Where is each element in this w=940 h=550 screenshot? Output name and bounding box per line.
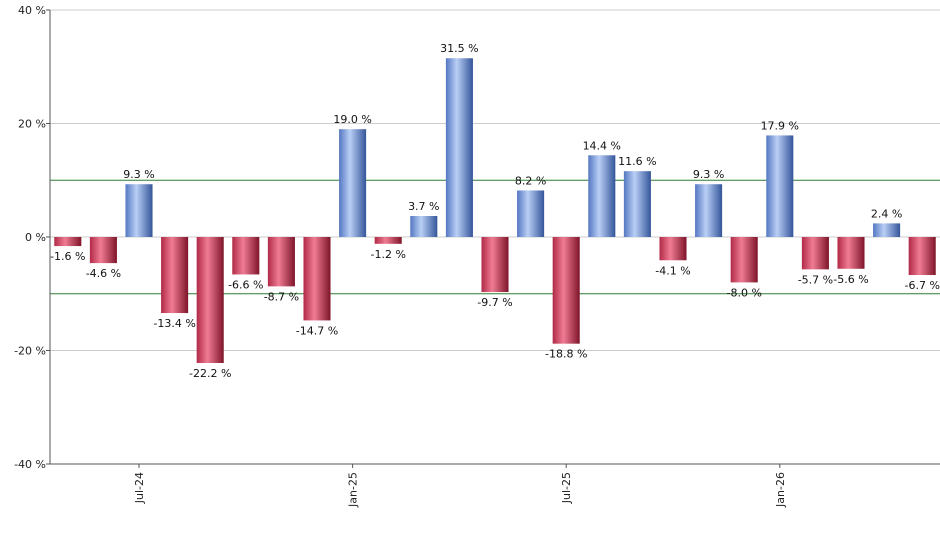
data-label: -8.7 % (264, 290, 299, 303)
data-label: 31.5 % (440, 42, 478, 55)
x-tick-label: Jul-24 (133, 472, 146, 504)
y-tick-label: 20 % (18, 118, 46, 131)
bar (374, 237, 402, 244)
y-tick-label: -20 % (14, 345, 46, 358)
y-tick-label: 40 % (18, 4, 46, 17)
bar (481, 237, 509, 293)
bar (659, 237, 687, 261)
bar (801, 237, 829, 270)
x-tick-label: Jan-26 (774, 472, 787, 508)
x-tick-label: Jul-25 (560, 472, 573, 504)
data-label: -6.7 % (904, 279, 939, 292)
data-label: 8.2 % (515, 174, 546, 187)
bar (695, 184, 723, 237)
bar (410, 216, 438, 237)
bar (908, 237, 936, 276)
data-label: 9.3 % (693, 168, 724, 181)
bar (552, 237, 580, 344)
data-label: 11.6 % (618, 155, 656, 168)
y-tick-label: -40 % (14, 458, 46, 471)
data-label: 3.7 % (408, 200, 439, 213)
data-label: -1.2 % (370, 248, 405, 261)
data-label: 2.4 % (871, 207, 902, 220)
data-label: -14.7 % (296, 324, 338, 337)
data-label: 9.3 % (123, 168, 154, 181)
bar (837, 237, 865, 269)
bar (267, 237, 295, 287)
x-tick-label: Jan-25 (347, 472, 360, 508)
data-label: 17.9 % (761, 119, 799, 132)
bar (303, 237, 331, 321)
data-label: -22.2 % (189, 367, 231, 380)
data-label: -13.4 % (153, 317, 195, 330)
bar (730, 237, 758, 283)
data-label: 14.4 % (583, 139, 621, 152)
axes: -40 % -20 % 0 % 20 % 40 % Jul-24 Jan-25 Jul-25 J… (14, 4, 940, 508)
data-label: -5.6 % (833, 273, 868, 286)
bar (588, 155, 616, 237)
data-labels: -1.6 %-4.6 %9.3 %-13.4 %-22.2 %-6.6 %-8.… (50, 42, 940, 380)
y-tick-label: 0 % (25, 231, 46, 244)
bar (873, 223, 901, 237)
bar (232, 237, 260, 275)
bar (54, 237, 82, 247)
bar (196, 237, 224, 363)
bars (54, 58, 936, 363)
data-label: -5.7 % (798, 273, 833, 286)
data-label: -9.7 % (477, 296, 512, 309)
data-label: 19.0 % (333, 113, 371, 126)
bar (89, 237, 117, 264)
bar (161, 237, 189, 314)
data-label: -4.6 % (86, 267, 121, 280)
bar (623, 171, 651, 237)
bar (339, 129, 367, 237)
bar (766, 135, 794, 237)
data-label: -4.1 % (655, 264, 690, 277)
data-label: -1.6 % (50, 250, 85, 263)
bar (445, 58, 473, 237)
data-label: -8.0 % (726, 286, 761, 299)
bar (125, 184, 153, 237)
bar (517, 190, 545, 237)
data-label: -6.6 % (228, 278, 263, 291)
data-label: -18.8 % (545, 348, 587, 361)
